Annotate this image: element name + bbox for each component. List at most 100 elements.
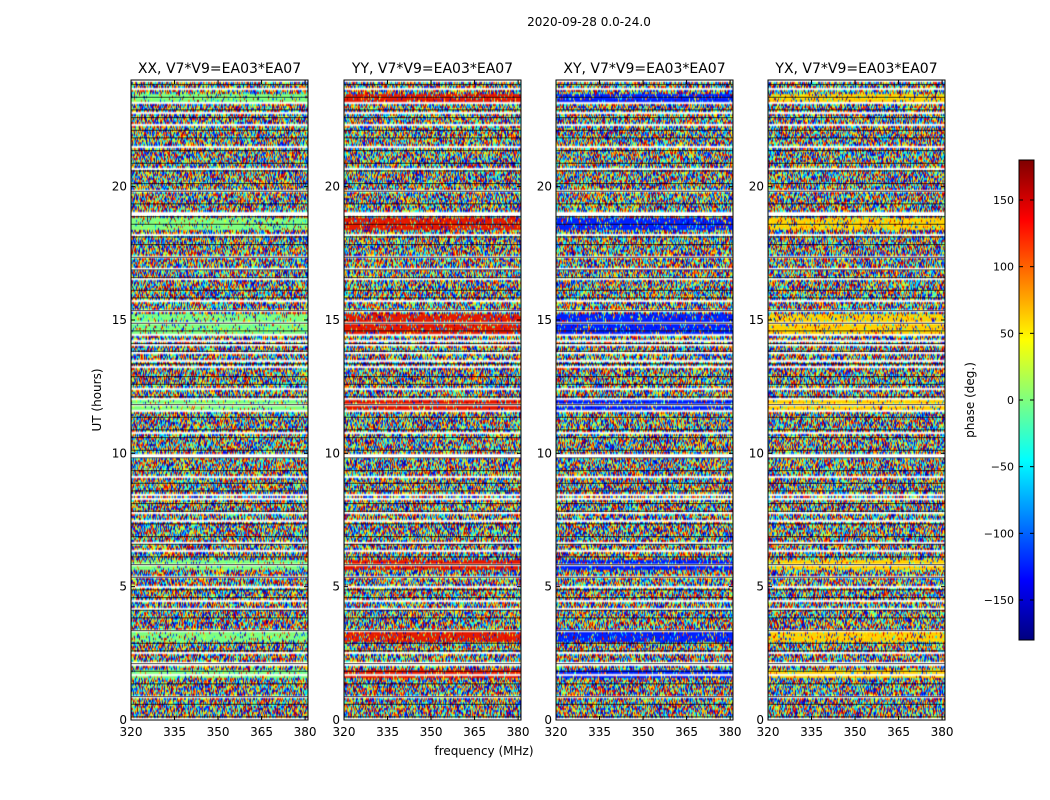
scan-line bbox=[131, 609, 308, 611]
scan-line bbox=[768, 129, 945, 131]
panels-group: XX, V7*V9=EA03*EA07 320 335 350 365 380 0 5 10 15… bbox=[112, 61, 954, 739]
x-tick-label: 350 bbox=[632, 725, 655, 739]
scan-line bbox=[556, 416, 733, 418]
scan-line bbox=[344, 543, 521, 545]
scan-line bbox=[768, 256, 945, 258]
scan-line bbox=[768, 170, 945, 172]
scan-line bbox=[344, 457, 521, 459]
scan-line bbox=[768, 343, 945, 345]
y-tick-label: 10 bbox=[112, 446, 127, 460]
scan-line bbox=[344, 183, 521, 185]
scan-line bbox=[556, 503, 733, 505]
scan-line bbox=[768, 429, 945, 431]
scan-line bbox=[768, 190, 945, 192]
scan-line bbox=[131, 416, 308, 418]
scan-line bbox=[768, 137, 945, 139]
scan-line bbox=[556, 396, 733, 398]
scan-line bbox=[131, 183, 308, 185]
scan-line bbox=[344, 503, 521, 505]
x-tick-label: 335 bbox=[376, 725, 399, 739]
scan-line bbox=[768, 576, 945, 578]
scan-line bbox=[131, 470, 308, 472]
y-tick-label: 15 bbox=[112, 313, 127, 327]
scan-line bbox=[344, 343, 521, 345]
scan-line bbox=[768, 437, 945, 439]
scan-line bbox=[344, 609, 521, 611]
scan-line bbox=[556, 183, 733, 185]
scan-line bbox=[344, 449, 521, 451]
scan-line bbox=[556, 383, 733, 385]
scan-line bbox=[768, 269, 945, 271]
x-tick-label: 320 bbox=[120, 725, 143, 739]
scan-line bbox=[131, 383, 308, 385]
scan-line bbox=[768, 310, 945, 312]
scan-line bbox=[768, 482, 945, 484]
x-tick-label: 335 bbox=[163, 725, 186, 739]
scan-line bbox=[768, 703, 945, 705]
scan-line bbox=[556, 150, 733, 152]
scan-line bbox=[131, 589, 308, 591]
y-tick-label: 15 bbox=[749, 313, 764, 327]
scan-line bbox=[768, 564, 945, 566]
scan-line bbox=[768, 289, 945, 291]
scan-line bbox=[556, 449, 733, 451]
scan-line bbox=[768, 109, 945, 111]
colorbar-tick-label: −50 bbox=[991, 461, 1014, 474]
scan-line bbox=[344, 482, 521, 484]
scan-line bbox=[556, 429, 733, 431]
scan-line bbox=[556, 244, 733, 246]
scan-line bbox=[768, 470, 945, 472]
scan-line bbox=[556, 536, 733, 538]
colorbar-tick-label: 0 bbox=[1007, 394, 1014, 407]
scan-line bbox=[131, 363, 308, 365]
scan-line bbox=[131, 510, 308, 512]
scan-line bbox=[131, 617, 308, 619]
scan-line bbox=[131, 597, 308, 599]
scan-line bbox=[344, 269, 521, 271]
figure-title: 2020-09-28 0.0-24.0 bbox=[527, 15, 651, 29]
scan-line bbox=[344, 236, 521, 238]
scan-line bbox=[768, 376, 945, 378]
scan-line bbox=[344, 190, 521, 192]
x-tick-label: 350 bbox=[844, 725, 867, 739]
colorbar-tick-label: −100 bbox=[984, 527, 1014, 540]
scan-line bbox=[131, 503, 308, 505]
scan-line bbox=[344, 536, 521, 538]
scan-line bbox=[556, 556, 733, 558]
scan-line bbox=[768, 556, 945, 558]
scan-line bbox=[344, 470, 521, 472]
scan-line bbox=[131, 223, 308, 225]
scan-line bbox=[131, 330, 308, 332]
scan-line bbox=[131, 256, 308, 258]
x-tick-label: 350 bbox=[207, 725, 230, 739]
scan-line bbox=[131, 670, 308, 672]
panel-title: XX, V7*V9=EA03*EA07 bbox=[138, 61, 301, 77]
scan-line bbox=[556, 703, 733, 705]
scan-line bbox=[131, 404, 308, 406]
scan-line bbox=[344, 597, 521, 599]
panel-title: YX, V7*V9=EA03*EA07 bbox=[774, 61, 937, 77]
scan-line bbox=[768, 670, 945, 672]
colorbar-label: phase (deg.) bbox=[963, 362, 977, 438]
scan-line bbox=[131, 162, 308, 164]
scan-line bbox=[556, 162, 733, 164]
scan-line bbox=[768, 383, 945, 385]
x-tick-label: 380 bbox=[931, 725, 954, 739]
scan-line bbox=[556, 482, 733, 484]
scan-line bbox=[556, 170, 733, 172]
scan-line bbox=[344, 376, 521, 378]
scan-line bbox=[344, 589, 521, 591]
panel-title: XY, V7*V9=EA03*EA07 bbox=[563, 61, 725, 77]
scan-line bbox=[768, 416, 945, 418]
y-tick-label: 0 bbox=[332, 713, 340, 727]
scan-line bbox=[768, 183, 945, 185]
scan-line bbox=[344, 363, 521, 365]
scan-line bbox=[131, 523, 308, 525]
x-tick-label: 365 bbox=[250, 725, 273, 739]
scan-line bbox=[768, 330, 945, 332]
scan-line bbox=[556, 457, 733, 459]
scan-line bbox=[768, 150, 945, 152]
scan-line bbox=[131, 564, 308, 566]
scan-line bbox=[344, 683, 521, 685]
